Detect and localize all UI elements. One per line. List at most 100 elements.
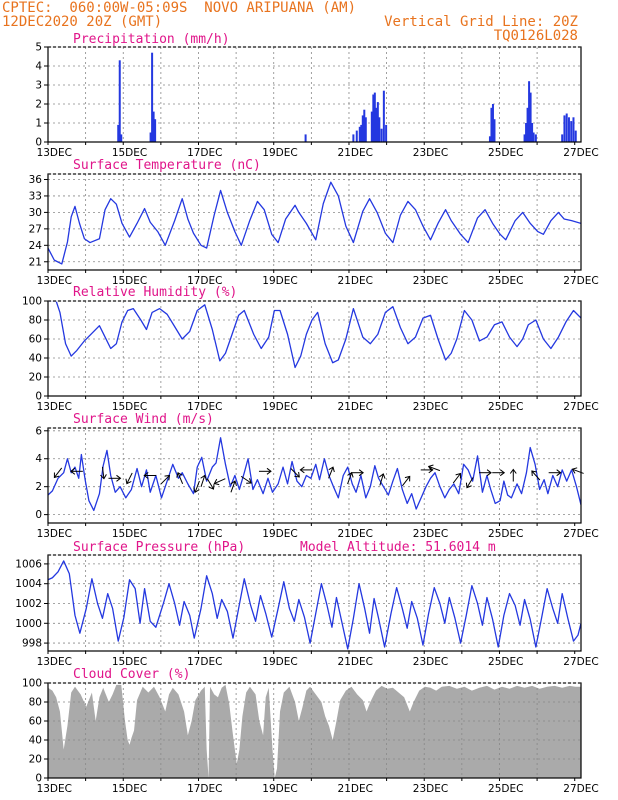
y-tick-label: 80 xyxy=(29,697,42,709)
panel-pressure: 998 1000 1002 1004 1006 13DEC 15DEC 17DEC 19DEC 2… xyxy=(15,540,598,668)
wind-arrow xyxy=(347,472,353,485)
x-tick-label: 21DEC xyxy=(338,528,373,540)
precip-bar xyxy=(378,117,381,142)
x-tick-label: 17DEC xyxy=(187,656,222,668)
x-tick-label: 17DEC xyxy=(187,147,222,159)
panel-title: Cloud Cover (%) xyxy=(73,667,190,682)
precip-bar xyxy=(358,126,361,142)
precip-bar xyxy=(563,115,566,142)
y-tick-label: 40 xyxy=(29,353,42,365)
precip-bar xyxy=(370,111,373,142)
y-tick-label: 60 xyxy=(29,334,42,346)
x-tick-label: 27DEC xyxy=(563,656,598,668)
y-tick-label: 100 xyxy=(22,296,42,308)
wind-arrow-head xyxy=(328,466,335,473)
x-tick-label: 15DEC xyxy=(112,147,147,159)
x-tick-label: 15DEC xyxy=(112,275,147,287)
y-tick-label: 40 xyxy=(29,735,42,747)
header-date-line: 12DEC2020 20Z (GMT) xyxy=(2,14,163,30)
y-tick-label: 5 xyxy=(35,42,42,54)
wind-arrow xyxy=(206,478,214,490)
x-tick-label: 25DEC xyxy=(488,783,523,795)
precip-bar xyxy=(493,119,496,142)
precip-bar xyxy=(117,124,120,142)
wind-arrow xyxy=(401,476,411,487)
header-station-line: CPTEC: 060:00W-05:09S NOVO ARIPUANA (AM) xyxy=(2,0,357,16)
y-tick-label: 3 xyxy=(35,80,42,92)
wind-arrow xyxy=(126,472,133,484)
x-tick-label: 13DEC xyxy=(37,656,72,668)
wind-arrow-head xyxy=(294,471,300,478)
wind-arrow-head xyxy=(143,472,149,479)
precip-bar xyxy=(534,134,537,142)
wind-arrow-head xyxy=(531,470,537,477)
precip-bar xyxy=(372,94,375,142)
y-tick-label: 20 xyxy=(29,754,42,766)
wind-arrow xyxy=(452,473,461,484)
wind-arrow xyxy=(466,477,474,488)
wind-arrow-head xyxy=(208,484,215,490)
x-tick-label: 21DEC xyxy=(338,275,373,287)
header-gridline-note: Vertical Grid Line: 20Z xyxy=(384,14,578,30)
x-tick-label: 19DEC xyxy=(262,275,297,287)
x-tick-label: 19DEC xyxy=(262,656,297,668)
precip-bar xyxy=(491,104,494,142)
y-tick-label: 0 xyxy=(35,509,42,521)
x-tick-label: 13DEC xyxy=(37,528,72,540)
x-tick-label: 13DEC xyxy=(37,401,72,413)
wind-arrow xyxy=(531,470,541,481)
y-tick-label: 100 xyxy=(22,678,42,690)
cloud-cover-area xyxy=(48,684,581,778)
wind-arrow-head xyxy=(427,464,434,471)
y-tick-label: 80 xyxy=(29,315,42,327)
y-tick-label: 30 xyxy=(29,207,42,219)
wind-arrow xyxy=(200,475,206,487)
wind-arrow xyxy=(572,468,584,474)
wind-arrow-head xyxy=(571,467,578,474)
x-tick-label: 27DEC xyxy=(563,401,598,413)
panel-background xyxy=(48,47,581,142)
wind-arrow-head xyxy=(100,474,107,480)
x-tick-label: 23DEC xyxy=(413,656,448,668)
x-tick-label: 23DEC xyxy=(413,401,448,413)
y-tick-label: 21 xyxy=(29,256,42,268)
panel-wind: 0 2 4 6 13DEC 15DEC 17DEC 19DEC 21DEC 23DEC 25DEC 2… xyxy=(35,412,598,540)
x-tick-label: 13DEC xyxy=(37,783,72,795)
y-tick-label: 24 xyxy=(29,240,43,252)
x-tick-label: 23DEC xyxy=(413,783,448,795)
wind-arrow-head xyxy=(213,478,220,486)
y-tick-label: 4 xyxy=(35,453,42,465)
x-tick-label: 27DEC xyxy=(563,275,598,287)
wind-arrow-head xyxy=(176,471,183,478)
x-tick-label: 25DEC xyxy=(488,275,523,287)
wind-arrow xyxy=(328,466,334,479)
x-tick-label: 25DEC xyxy=(488,528,523,540)
precip-bar xyxy=(376,102,379,142)
y-tick-label: 20 xyxy=(29,372,42,384)
panel-background xyxy=(48,428,581,523)
wind-arrow-head xyxy=(125,478,132,485)
wind-arrow xyxy=(194,480,200,493)
wind-arrow xyxy=(379,473,384,486)
precip-bar xyxy=(149,132,152,142)
precip-bar xyxy=(529,92,532,142)
wind-series-line xyxy=(48,437,581,512)
wind-arrow xyxy=(160,475,170,485)
precip-bar xyxy=(151,52,154,143)
panel-title: Surface Pressure (hPa) xyxy=(73,540,245,555)
precip-bar xyxy=(382,90,385,142)
x-tick-label: 15DEC xyxy=(112,656,147,668)
precip-bar xyxy=(574,130,577,142)
precip-bar xyxy=(385,124,388,142)
precip-bar xyxy=(120,134,123,142)
wind-arrow-head xyxy=(556,469,562,477)
x-tick-label: 17DEC xyxy=(187,401,222,413)
x-tick-label: 13DEC xyxy=(37,147,72,159)
x-tick-label: 25DEC xyxy=(488,147,523,159)
x-tick-label: 23DEC xyxy=(413,528,448,540)
x-tick-label: 17DEC xyxy=(187,783,222,795)
header-model-code: TQ0126L028 xyxy=(493,28,578,44)
panel-subtitle: Model Altitude: 51.6014 m xyxy=(300,540,496,555)
panel-title: Precipitation (mm/h) xyxy=(73,32,230,47)
